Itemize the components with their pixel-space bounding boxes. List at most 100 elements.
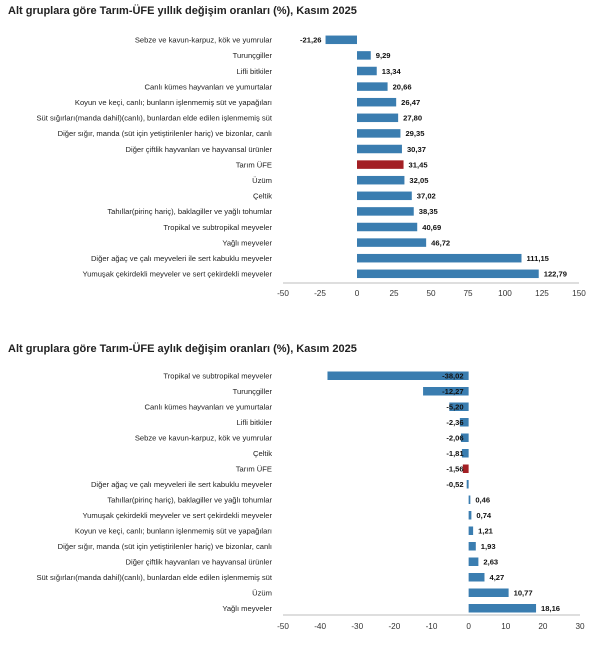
annual-tick-label: -50 <box>277 289 289 298</box>
monthly-bar <box>468 526 474 535</box>
monthly-bar <box>466 480 469 489</box>
monthly-tick-label: -20 <box>388 622 400 631</box>
annual-bar <box>357 82 388 91</box>
annual-bar <box>357 222 418 232</box>
monthly-bar <box>423 387 469 396</box>
annual-bar <box>357 129 401 138</box>
annual-value-label: 30,37 <box>407 145 426 154</box>
monthly-category-label: Yumuşak çekirdekli meyveler ve sert çeki… <box>83 511 273 520</box>
annual-value-label: 31,45 <box>409 160 429 169</box>
monthly-category-label: Koyun ve keçi, canlı; bunların işlenmemi… <box>75 527 272 536</box>
monthly-category-label: Diğer çiftlik hayvanları ve hayvansal ür… <box>126 558 273 567</box>
annual-category-label: Yağlı meyveler <box>222 238 272 247</box>
annual-bar <box>357 238 427 247</box>
monthly-bar <box>468 573 485 582</box>
annual-value-label: 20,66 <box>393 82 412 91</box>
annual-value-label: 26,47 <box>401 98 420 107</box>
annual-value-label: 29,35 <box>405 129 425 138</box>
monthly-category-label: Tahıllar(pirinç hariç), baklagiller ve y… <box>107 496 272 505</box>
monthly-category-label: Çeltik <box>253 449 272 458</box>
monthly-tick-label: -40 <box>314 622 326 631</box>
annual-bar <box>357 144 402 154</box>
monthly-tick-label: -10 <box>426 622 438 631</box>
annual-value-label: 37,02 <box>417 192 436 201</box>
annual-category-label: Diğer çiftlik hayvanları ve hayvansal ür… <box>126 145 273 154</box>
annual-tick-label: -25 <box>314 289 326 298</box>
annual-value-label: -21,26 <box>300 36 322 45</box>
monthly-category-label: Tarım ÜFE <box>236 465 272 474</box>
monthly-bar <box>468 542 476 551</box>
annual-bar <box>357 191 412 201</box>
monthly-category-label: Diğer ağaç ve çalı meyveleri ile sert ka… <box>91 480 273 489</box>
monthly-tick-label: -50 <box>277 622 289 631</box>
annual-tick-label: 125 <box>535 289 549 298</box>
annual-bar <box>357 97 397 107</box>
monthly-category-label: Canlı kümes hayvanları ve yumurtalar <box>145 403 273 412</box>
annual-tick-label: 75 <box>463 289 473 298</box>
annual-value-label: 111,15 <box>527 254 550 263</box>
annual-category-label: Süt sığırları(manda dahil)(canlı), bunla… <box>36 114 272 123</box>
monthly-bar <box>468 495 471 504</box>
annual-category-label: Tahıllar(pirinç hariç), baklagiller ve y… <box>107 207 272 216</box>
monthly-bar-highlight <box>462 464 469 473</box>
annual-category-label: Sebze ve kavun-karpuz, kök ve yumrular <box>135 36 273 45</box>
annual-value-label: 38,35 <box>419 207 439 216</box>
annual-category-label: Tarım ÜFE <box>236 160 272 169</box>
monthly-value-label: -12,27 <box>442 387 464 396</box>
monthly-category-label: Turunçgiller <box>233 387 273 396</box>
annual-bar <box>357 175 405 185</box>
annual-value-label: 9,29 <box>376 51 391 60</box>
annual-bar <box>357 51 371 60</box>
monthly-value-label: 1,93 <box>481 542 496 551</box>
annual-tick-label: 150 <box>572 289 586 298</box>
monthly-value-label: -5,20 <box>446 403 463 412</box>
monthly-value-label: -2,36 <box>446 418 463 427</box>
annual-bar <box>357 253 522 263</box>
monthly-value-label: -1,81 <box>446 449 464 458</box>
annual-category-label: Canlı kümes hayvanları ve yumurtalar <box>145 82 273 91</box>
monthly-value-label: -1,56 <box>446 465 463 474</box>
monthly-category-label: Diğer sığır, manda (süt için yetiştirile… <box>58 542 272 551</box>
annual-bar <box>357 113 399 123</box>
annual-category-label: Turunçgiller <box>233 51 273 60</box>
monthly-bar <box>449 402 469 411</box>
annual-bar <box>357 66 377 76</box>
annual-chart-title: Alt gruplara göre Tarım-ÜFE yıllık değiş… <box>8 4 357 17</box>
monthly-value-label: -2,06 <box>446 434 463 443</box>
monthly-category-label: Yağlı meyveler <box>222 604 272 613</box>
annual-category-label: Diğer ağaç ve çalı meyveleri ile sert ka… <box>91 254 273 263</box>
monthly-value-label: 18,16 <box>541 604 560 613</box>
annual-value-label: 40,69 <box>422 223 441 232</box>
annual-bar <box>357 207 414 216</box>
annual-change-chart: Alt gruplara göre Tarım-ÜFE yıllık değiş… <box>8 4 586 298</box>
annual-value-label: 46,72 <box>431 238 450 247</box>
annual-tick-label: 0 <box>355 289 360 298</box>
annual-value-label: 32,05 <box>409 176 429 185</box>
monthly-bar <box>468 604 537 613</box>
monthly-bar <box>468 557 479 566</box>
annual-value-label: 13,34 <box>382 67 402 76</box>
monthly-value-label: 0,46 <box>475 496 490 505</box>
annual-category-label: Üzüm <box>252 176 272 185</box>
annual-tick-label: 25 <box>389 289 399 298</box>
annual-category-label: Diğer sığır, manda (süt için yetiştirile… <box>58 129 272 138</box>
monthly-chart-title: Alt gruplara göre Tarım-ÜFE aylık değişi… <box>8 342 357 355</box>
monthly-value-label: -38,02 <box>442 372 464 381</box>
annual-category-label: Tropikal ve subtropikal meyveler <box>163 223 272 232</box>
annual-category-label: Çeltik <box>253 192 272 201</box>
annual-category-label: Yumuşak çekirdekli meyveler ve sert çeki… <box>83 270 273 279</box>
annual-value-label: 122,79 <box>544 270 567 279</box>
monthly-chart-marks: Tropikal ve subtropikal meyveler -38,02 Tu… <box>36 371 585 631</box>
monthly-category-label: Üzüm <box>252 589 272 598</box>
monthly-bar <box>327 371 469 380</box>
monthly-bar <box>459 418 469 427</box>
monthly-bar <box>468 511 472 520</box>
monthly-value-label: 2,63 <box>483 558 498 567</box>
monthly-tick-label: 20 <box>538 622 548 631</box>
monthly-bar <box>468 588 509 597</box>
annual-bar-highlight <box>357 160 404 169</box>
monthly-tick-label: 0 <box>466 622 471 631</box>
monthly-value-label: 1,21 <box>478 527 494 536</box>
annual-bar <box>357 269 539 279</box>
